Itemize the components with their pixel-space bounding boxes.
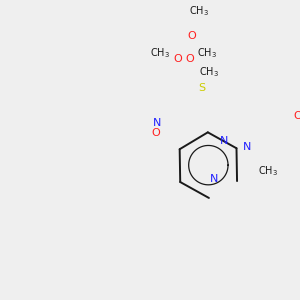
Text: CH$_3$: CH$_3$ xyxy=(197,46,217,60)
Text: S: S xyxy=(199,83,206,93)
Text: O: O xyxy=(188,31,197,41)
Text: O: O xyxy=(173,54,182,64)
Text: N: N xyxy=(153,118,161,128)
Text: O: O xyxy=(151,128,160,138)
Text: CH$_3$: CH$_3$ xyxy=(189,4,209,18)
Text: N: N xyxy=(220,136,228,146)
Text: CH$_3$: CH$_3$ xyxy=(258,164,278,178)
Text: CH$_3$: CH$_3$ xyxy=(150,46,170,60)
Text: O: O xyxy=(185,54,194,64)
Text: CH$_3$: CH$_3$ xyxy=(199,65,219,79)
Text: O: O xyxy=(293,111,300,121)
Text: N: N xyxy=(209,174,218,184)
Text: N: N xyxy=(243,142,251,152)
